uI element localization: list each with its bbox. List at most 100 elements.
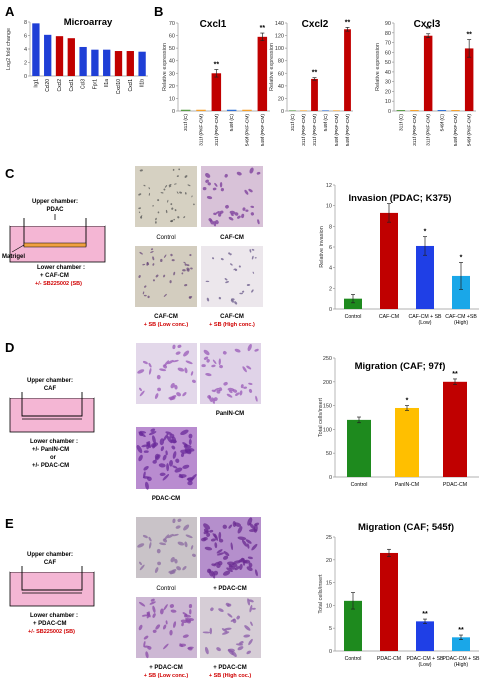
migration545-y-tick: 0 bbox=[329, 649, 332, 655]
diagram-e-lower-cm: + PDAC-CM bbox=[33, 621, 67, 627]
migration545-y-tick: 25 bbox=[326, 535, 332, 541]
microarray-bar bbox=[91, 49, 99, 76]
diagram-d-upper-cells: CAF bbox=[44, 386, 57, 392]
migration97-y-tick: 150 bbox=[323, 404, 332, 410]
cxcl3-bar bbox=[451, 110, 460, 111]
invasion-category-label: CAF-CM +SB (High) bbox=[445, 314, 477, 326]
cxcl3-bar bbox=[437, 110, 447, 111]
micrograph-e-sb-high-label2: + SB (High coc.) bbox=[209, 673, 251, 679]
migration97-y-tick: 0 bbox=[329, 475, 332, 481]
cxcl1-significance: ** bbox=[214, 62, 220, 69]
cxcl2-y-tick: 0 bbox=[281, 109, 284, 115]
diagram-d-upper-label: Upper chamber: bbox=[27, 378, 73, 384]
panel-label-a: A bbox=[5, 4, 15, 19]
migration545-y-tick: 10 bbox=[326, 603, 332, 609]
cxcl1-bar bbox=[211, 73, 222, 111]
cxcl3-y-tick: 60 bbox=[385, 50, 391, 56]
microarray-category-label: Ccl3 bbox=[81, 79, 87, 89]
cxcl3-title: Cxcl3 bbox=[414, 19, 441, 30]
diagram-d-lower-panin: +/- PanIN-CM bbox=[32, 447, 69, 453]
cxcl1-category-label: 311f (PKF-CM) bbox=[199, 114, 205, 146]
cxcl3-y-tick: 30 bbox=[385, 80, 391, 86]
diagram-d-lower-label: Lower chamber : bbox=[30, 439, 78, 445]
microarray-y-tick: 6 bbox=[24, 34, 27, 40]
micrographs-c: Control CAF-CM CAF-CM + SB (Low conc.) C… bbox=[135, 166, 263, 328]
cxcl2-y-tick: 120 bbox=[275, 34, 284, 40]
diagram-e-upper-cells: CAF bbox=[44, 560, 57, 566]
micrograph-e-sb-low-label: + PDAC-CM bbox=[149, 665, 183, 671]
migration545-y-tick: 20 bbox=[326, 558, 332, 564]
micrograph-c-caf-cm bbox=[201, 166, 263, 227]
cxcl2-category-label: 549f (C) bbox=[323, 114, 329, 132]
migration545-category-label: PDAC-CM bbox=[377, 656, 401, 662]
invasion-bar bbox=[344, 298, 362, 309]
migration545-significance: ** bbox=[422, 611, 428, 618]
micrograph-c-control bbox=[135, 166, 197, 227]
cxcl1-bar bbox=[196, 109, 206, 111]
cxcl1-y-tick: 60 bbox=[169, 34, 175, 40]
cxcl2-bar bbox=[300, 110, 307, 111]
migration97-y-tick: 50 bbox=[326, 451, 332, 457]
panel-label-d: D bbox=[5, 340, 14, 355]
diagram-d-lower-or: or bbox=[50, 455, 57, 461]
cxcl3-chart: Cxcl3 0 10 20 30 40 50 60 70 80 90 Relative express… bbox=[375, 19, 476, 146]
cxcl1-significance: ** bbox=[260, 25, 266, 32]
microarray-bar bbox=[32, 23, 40, 77]
invasion-bar bbox=[416, 245, 434, 309]
migration97-significance: * bbox=[406, 398, 409, 405]
cxcl1-bar bbox=[257, 36, 268, 112]
cxcl2-significance: ** bbox=[345, 19, 351, 26]
microarray-category-label: Il1b bbox=[140, 79, 146, 87]
micrographs-d: PanIN-CM PDAC-CM bbox=[136, 343, 261, 502]
cxcl2-significance: ** bbox=[312, 70, 318, 77]
migration97-y-tick: 100 bbox=[323, 427, 332, 433]
migration545-y-tick: 15 bbox=[326, 581, 332, 587]
micrograph-d-panin bbox=[200, 343, 261, 404]
cxcl2-y-tick: 20 bbox=[278, 96, 284, 102]
invasion-bar bbox=[380, 212, 398, 309]
diagram-e-upper-label: Upper chamber: bbox=[27, 552, 73, 558]
migration-97f-chart: Migration (CAF; 97f) 0 50 100 150 200 250 Total… bbox=[318, 356, 479, 488]
invasion-title: Invasion (PDAC; K375) bbox=[349, 193, 452, 204]
migration97-bar bbox=[443, 381, 467, 477]
micrograph-c-control-label: Control bbox=[156, 235, 175, 241]
cxcl2-y-tick: 80 bbox=[278, 59, 284, 65]
diagram-e-well bbox=[9, 571, 95, 607]
cxcl2-chart: Cxcl2 0 20 40 60 80 100 120 140 Relative expressi… bbox=[269, 19, 353, 146]
diagram-d-well bbox=[9, 397, 95, 433]
cxcl3-category-label: 311f (C) bbox=[398, 114, 404, 131]
invasion-category-label: Control bbox=[345, 314, 362, 320]
cxcl3-bar bbox=[464, 48, 474, 111]
invasion-significance: * bbox=[460, 255, 463, 262]
cxcl3-y-tick: 20 bbox=[385, 89, 391, 95]
migration97-bar bbox=[347, 419, 371, 477]
diagram-c-matrigel-layer bbox=[23, 242, 87, 248]
cxcl3-y-tick: 50 bbox=[385, 60, 391, 66]
cxcl3-category-label: 549f (C) bbox=[439, 114, 445, 132]
cxcl3-y-tick: 10 bbox=[385, 99, 391, 105]
micrograph-e-pdac-label: + PDAC-CM bbox=[213, 586, 247, 592]
invasion-bar bbox=[452, 275, 470, 309]
microarray-category-label: Cxcl10 bbox=[116, 79, 122, 95]
cxcl2-bar bbox=[311, 78, 318, 111]
microarray-chart: Microarray 0 2 4 6 8 Log2 fold change Irg1 Ccl20… bbox=[6, 17, 148, 94]
cxcl1-bar bbox=[226, 109, 237, 111]
microarray-category-label: Il1a bbox=[104, 79, 110, 87]
cxcl3-y-label: Relative expression bbox=[375, 43, 381, 91]
cxcl1-category-label: 549f (PKF-CM) bbox=[260, 114, 266, 147]
microarray-bar bbox=[44, 34, 52, 76]
panel-label-e: E bbox=[5, 516, 14, 531]
micrograph-e-sb-low-label2: + SB (Low conc.) bbox=[144, 673, 189, 679]
microarray-title: Microarray bbox=[64, 17, 113, 28]
cxcl1-bar bbox=[242, 109, 252, 111]
invasion-category-label: CAF-CM + SB (Low) bbox=[408, 314, 442, 326]
migration97-significance: ** bbox=[452, 371, 458, 378]
invasion-y-tick: 6 bbox=[329, 245, 332, 251]
microarray-category-label: Cxcl1 bbox=[69, 79, 75, 92]
transwell-diagram-c: Upper chamber: PDAC Matrigel Lower chamb… bbox=[2, 199, 106, 287]
cxcl1-y-tick: 20 bbox=[169, 84, 175, 90]
cxcl1-category-label: 549f (PKF-CM) bbox=[245, 114, 251, 147]
migration545-bar bbox=[416, 621, 434, 651]
microarray-bar bbox=[55, 36, 64, 76]
